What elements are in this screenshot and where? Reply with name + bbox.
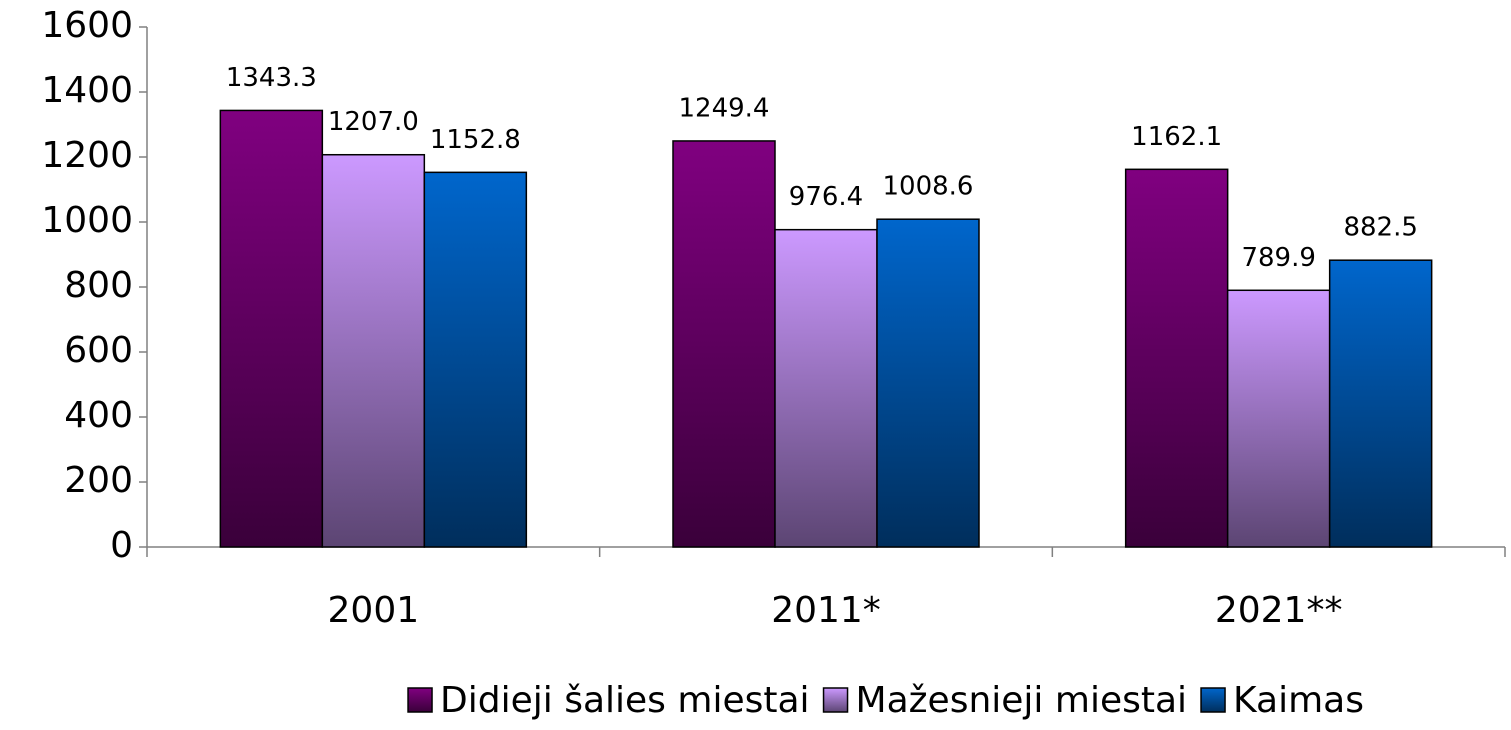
legend-item: Kaimas (1200, 680, 1364, 721)
legend-label: Didieji šalies miestai (440, 680, 810, 721)
bar (1226, 289, 1331, 548)
data-label: 976.4 (789, 182, 863, 212)
data-label: 1152.8 (430, 125, 521, 155)
x-tick-label: 2021** (1215, 590, 1343, 631)
data-label: 1008.6 (883, 172, 974, 202)
legend-label: Kaimas (1233, 680, 1364, 721)
bar (321, 153, 426, 548)
y-tick-label: 800 (64, 265, 133, 306)
y-tick-label: 200 (64, 460, 133, 501)
legend-swatch (1200, 687, 1226, 713)
data-label: 1249.4 (679, 93, 770, 123)
x-tick-label: 2001 (328, 590, 420, 631)
y-tick-label: 600 (64, 330, 133, 371)
bar (219, 109, 324, 548)
legend-label: Mažesnieji miestai (856, 680, 1188, 721)
bar (1328, 259, 1433, 548)
y-tick-label: 0 (110, 525, 133, 566)
data-label: 1343.3 (226, 63, 317, 93)
y-tick-label: 1200 (41, 135, 133, 176)
bar (672, 140, 776, 548)
data-label: 789.9 (1241, 243, 1315, 273)
bar (876, 218, 980, 548)
legend-item: Mažesnieji miestai (822, 680, 1188, 721)
legend-swatch (407, 687, 433, 713)
legend: Didieji šalies miestai Mažesnieji miestai… (407, 680, 1364, 721)
y-tick-label: 1400 (41, 70, 133, 111)
y-tick-label: 1000 (41, 200, 133, 241)
bar (774, 228, 878, 548)
data-label: 1207.0 (328, 107, 419, 137)
legend-item: Didieji šalies miestai (407, 680, 810, 721)
data-label: 1162.1 (1131, 122, 1222, 152)
legend-swatch (822, 687, 849, 713)
x-tick-label: 2011* (771, 590, 881, 631)
data-label: 882.5 (1343, 213, 1417, 243)
y-tick-label: 400 (64, 395, 133, 436)
bar (423, 171, 528, 548)
y-tick-label: 1600 (41, 5, 133, 46)
bar (1124, 168, 1229, 548)
